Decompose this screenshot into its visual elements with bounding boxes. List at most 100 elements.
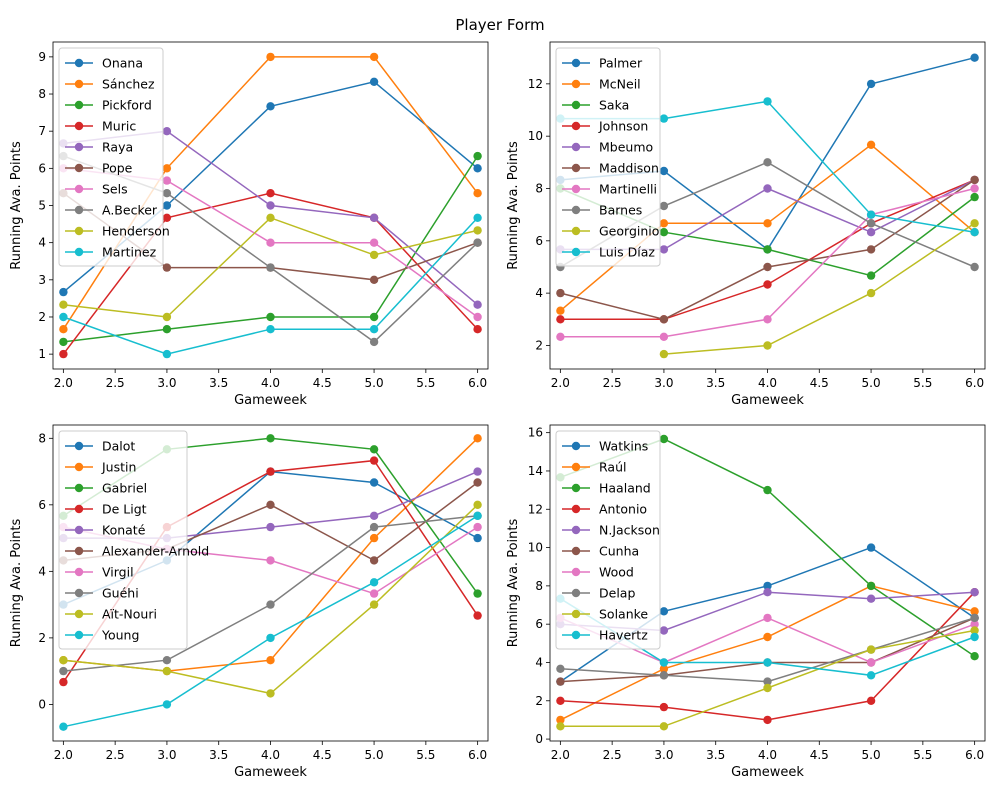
y-tick-label: 12 [528,502,543,516]
data-point [659,607,669,616]
data-point [763,262,772,272]
data-point [556,696,565,705]
data-point [763,658,772,667]
data-point [266,556,275,565]
legend-marker [74,184,84,194]
data-point [763,588,772,597]
data-point [473,325,482,334]
data-point [369,325,379,334]
data-point [473,467,482,476]
data-point [763,613,772,623]
data-point [763,97,772,106]
data-point [763,581,772,591]
data-point [763,715,772,725]
x-tick-label: 2.0 [54,376,73,390]
data-point [970,53,979,62]
legend-marker [74,247,84,257]
axes-frame [549,424,986,742]
legend-marker [571,567,581,577]
data-point [59,300,68,309]
legend-marker [571,525,581,535]
x-tick-label: 3.0 [654,748,673,762]
x-tick-label: 4.0 [758,748,777,762]
data-point [369,213,379,222]
data-point [970,607,979,616]
data-point [162,189,172,198]
y-axis-label: Running Ava. Points [9,519,24,648]
subplot-1: 2.0 2.5 3.0 3.5 4.0 4.5 5.0 5.5 6.0 1 2 3 4 5 6 7 8 9 Game… [9,41,489,408]
data-point [266,689,275,698]
data-point [59,722,68,731]
x-tick-label: 2.0 [551,748,570,762]
legend: Watkins Raúl Haaland Antonio N.Jackson Cunha W… [555,430,661,650]
x-tick-label: 3.0 [157,748,176,762]
data-point [763,280,772,289]
axes-frame [52,424,489,742]
legend-marker [74,100,84,110]
legend-entry: Virgil [102,565,134,580]
x-tick-label: 4.0 [261,748,280,762]
data-point [162,656,172,665]
x-tick-label: 5.0 [365,376,384,390]
legend-entry: Antonio [599,502,647,517]
legend-marker [74,226,84,236]
legend-entry: Maddison [599,161,659,176]
data-point [866,271,876,280]
data-point [266,600,275,609]
data-point [473,533,482,543]
legend-marker [571,100,581,110]
y-tick-label: 14 [528,464,543,478]
legend-box [555,47,661,267]
legend-box [555,430,661,650]
data-point [763,677,772,686]
subplot-4: 2.0 2.5 3.0 3.5 4.0 4.5 5.0 5.5 6.0 0 2 4 6 8 10 12 14 16… [506,424,986,780]
legend-marker [571,546,581,556]
legend-entry: Guéhi [102,586,139,601]
y-tick-label: 6 [535,234,543,248]
y-tick-label: 8 [535,579,543,593]
data-point [659,722,669,731]
y-tick-label: 4 [38,236,46,250]
data-point [556,715,565,725]
data-point [473,151,482,161]
subplot-3: 2.0 2.5 3.0 3.5 4.0 4.5 5.0 5.5 6.0 0 2 4 6 8 Gameweek… [9,424,489,780]
legend-box [58,47,164,267]
x-tick-label: 3.5 [706,748,725,762]
legend-marker [571,163,581,173]
y-tick-label: 7 [38,124,46,138]
legend: Dalot Justin Gabriel De Ligt Konaté Alexander… [58,430,209,650]
legend-entry: Henderson [102,224,170,239]
data-point [59,325,68,334]
x-tick-label: 3.0 [654,376,673,390]
legend-marker [571,142,581,152]
legend-entry: Saka [599,98,629,113]
legend-entry: Mbeumo [599,140,653,155]
x-tick-label: 4.0 [758,376,777,390]
y-tick-label: 2 [38,631,46,645]
data-point [556,332,565,341]
data-point [369,589,379,598]
x-tick-label: 3.5 [209,748,228,762]
y-tick-label: 2 [38,310,46,324]
data-point [369,533,379,543]
data-point [369,600,379,609]
x-axis-label: Gameweek [234,765,307,780]
data-point [659,219,669,228]
data-point [162,176,172,185]
y-tick-label: 8 [38,87,46,101]
legend-box [58,430,188,650]
data-point [473,213,482,222]
x-tick-label: 2.5 [106,748,125,762]
x-tick-label: 4.5 [810,376,829,390]
data-point [659,349,669,359]
data-point [970,219,979,228]
legend-entry: Onana [102,56,143,71]
data-point [59,312,68,322]
legend-marker [74,504,84,514]
data-point [369,456,379,465]
legend-entry: De Ligt [102,502,147,517]
data-point [369,312,379,322]
legend-entry: Gabriel [102,481,147,496]
data-point [369,522,379,532]
